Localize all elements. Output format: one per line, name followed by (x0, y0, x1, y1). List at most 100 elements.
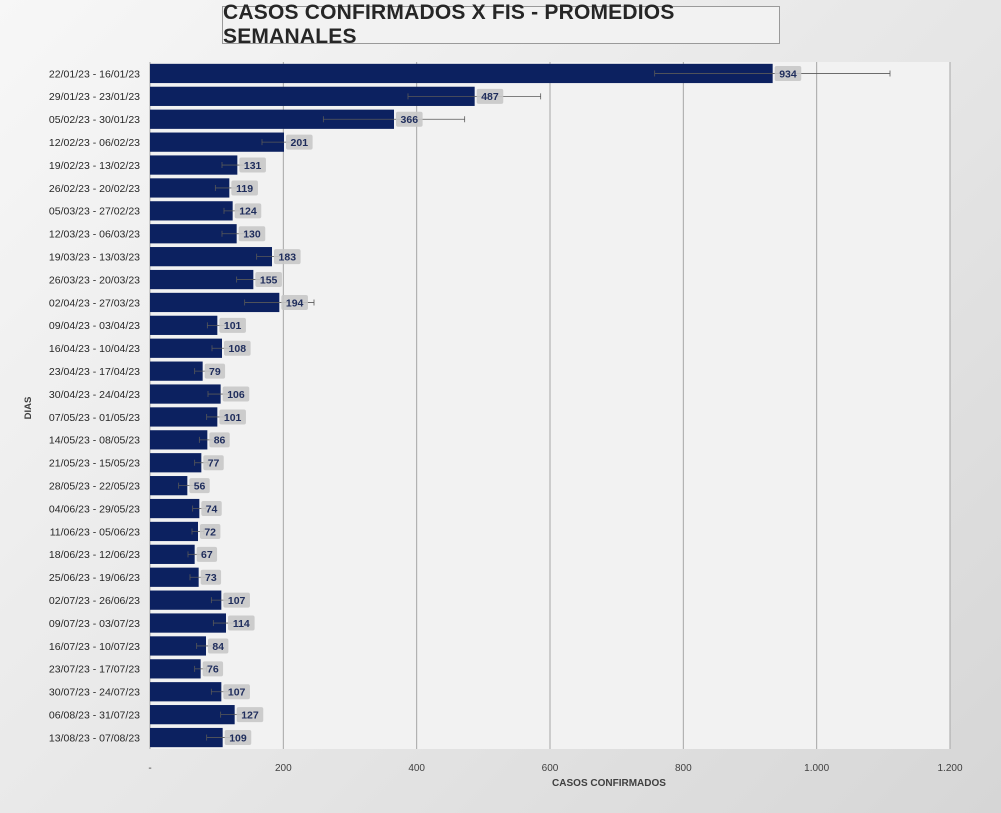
category-label: 23/04/23 - 17/04/23 (49, 366, 140, 378)
data-label-bg (281, 294, 308, 310)
bar (150, 109, 394, 129)
category-label: 30/07/23 - 24/07/23 (49, 687, 140, 699)
data-label-bg (476, 88, 504, 104)
data-label: 119 (236, 183, 253, 195)
bar (150, 292, 280, 313)
data-label: 130 (243, 229, 261, 241)
x-tick-label: 200 (275, 763, 292, 774)
data-label: 106 (227, 389, 245, 401)
bar (150, 590, 222, 610)
data-label-bg (219, 409, 246, 425)
data-label-bg (223, 592, 250, 608)
data-label-bg (228, 615, 255, 631)
bar (150, 224, 237, 244)
data-label: 84 (212, 641, 224, 653)
data-label: 79 (209, 366, 221, 378)
y-axis-title: DIAS (23, 397, 34, 420)
category-label: 05/03/23 - 27/02/23 (49, 206, 140, 218)
data-label: 77 (208, 458, 220, 470)
data-label-bg (209, 432, 230, 448)
bar (150, 430, 208, 450)
data-label: 72 (204, 526, 216, 538)
data-label: 934 (779, 68, 797, 80)
bar (150, 132, 284, 152)
category-label: 26/03/23 - 20/03/23 (49, 274, 140, 286)
category-labels: 22/01/23 - 16/01/23 29/01/23 - 23/01/23 05… (49, 68, 140, 744)
data-label-bg (203, 455, 224, 471)
data-label: 201 (291, 137, 309, 149)
data-label: 107 (228, 687, 246, 699)
bar (150, 659, 201, 679)
data-label: 131 (244, 160, 262, 172)
x-tick-label: 400 (408, 763, 425, 774)
data-label-bg (239, 157, 266, 173)
data-label: 108 (229, 343, 247, 355)
data-label: 56 (194, 480, 206, 492)
bar (150, 201, 233, 221)
bar (150, 453, 202, 473)
data-label: 86 (214, 435, 226, 447)
data-label-bg (196, 546, 218, 562)
data-label-bg (236, 707, 264, 723)
x-tick-label: 1.200 (937, 763, 962, 774)
bar (150, 613, 226, 633)
category-label: 25/06/23 - 19/06/23 (49, 572, 140, 584)
data-label: 194 (286, 297, 304, 309)
category-label: 19/02/23 - 13/02/23 (49, 160, 140, 172)
data-label-bg (396, 111, 423, 127)
bar (150, 567, 199, 587)
bar (150, 705, 235, 725)
bar (150, 476, 188, 496)
bar (150, 498, 200, 519)
data-label-bg (286, 134, 313, 150)
data-label: 366 (401, 114, 419, 126)
category-label: 30/04/23 - 24/04/23 (49, 389, 140, 401)
category-label: 22/01/23 - 16/01/23 (49, 68, 140, 80)
data-label-bg (223, 684, 250, 700)
category-label: 29/01/23 - 23/01/23 (49, 91, 140, 103)
data-label: 109 (229, 732, 247, 744)
x-tick-labels: - 200 400 600 800 1.000 1.200 (148, 763, 963, 774)
data-label: 124 (239, 206, 257, 218)
bar (150, 315, 218, 335)
category-label: 09/04/23 - 03/04/23 (49, 320, 140, 332)
data-label: 183 (279, 251, 297, 263)
data-label-bg (202, 661, 224, 677)
data-label-bg (774, 65, 802, 81)
category-label: 12/03/23 - 06/03/23 (49, 229, 140, 241)
data-label: 107 (228, 595, 246, 607)
category-label: 21/05/23 - 15/05/23 (49, 458, 140, 470)
category-label: 19/03/23 - 13/03/23 (49, 251, 140, 263)
bar (150, 338, 222, 358)
data-label-bg (189, 478, 210, 494)
bar (150, 269, 254, 290)
category-label: 23/07/23 - 17/07/23 (49, 664, 140, 676)
x-tick-label: 1.000 (804, 763, 829, 774)
category-label: 06/08/23 - 31/07/23 (49, 709, 140, 721)
x-tick-label: 800 (675, 763, 692, 774)
data-label: 114 (233, 618, 250, 630)
bar (150, 727, 223, 748)
bar (150, 86, 475, 106)
x-tick-label: - (148, 763, 151, 774)
data-label: 487 (481, 91, 499, 103)
bars (150, 63, 773, 748)
category-label: 26/02/23 - 20/02/23 (49, 183, 140, 195)
category-label: 28/05/23 - 22/05/23 (49, 480, 140, 492)
category-label: 07/05/23 - 01/05/23 (49, 412, 140, 424)
data-label: 74 (206, 503, 218, 515)
data-label-bg (208, 638, 229, 654)
category-label: 12/02/23 - 06/02/23 (49, 137, 140, 149)
data-label: 76 (207, 664, 219, 676)
category-label: 11/06/23 - 05/06/23 (50, 526, 140, 538)
bar (150, 178, 230, 198)
data-label-bg (238, 226, 266, 242)
bar (150, 361, 203, 381)
category-label: 16/04/23 - 10/04/23 (49, 343, 140, 355)
category-label: 02/07/23 - 26/06/23 (49, 595, 140, 607)
data-label-bg (204, 363, 226, 379)
data-label-bg (224, 340, 251, 356)
category-label: 16/07/23 - 10/07/23 (49, 641, 140, 653)
